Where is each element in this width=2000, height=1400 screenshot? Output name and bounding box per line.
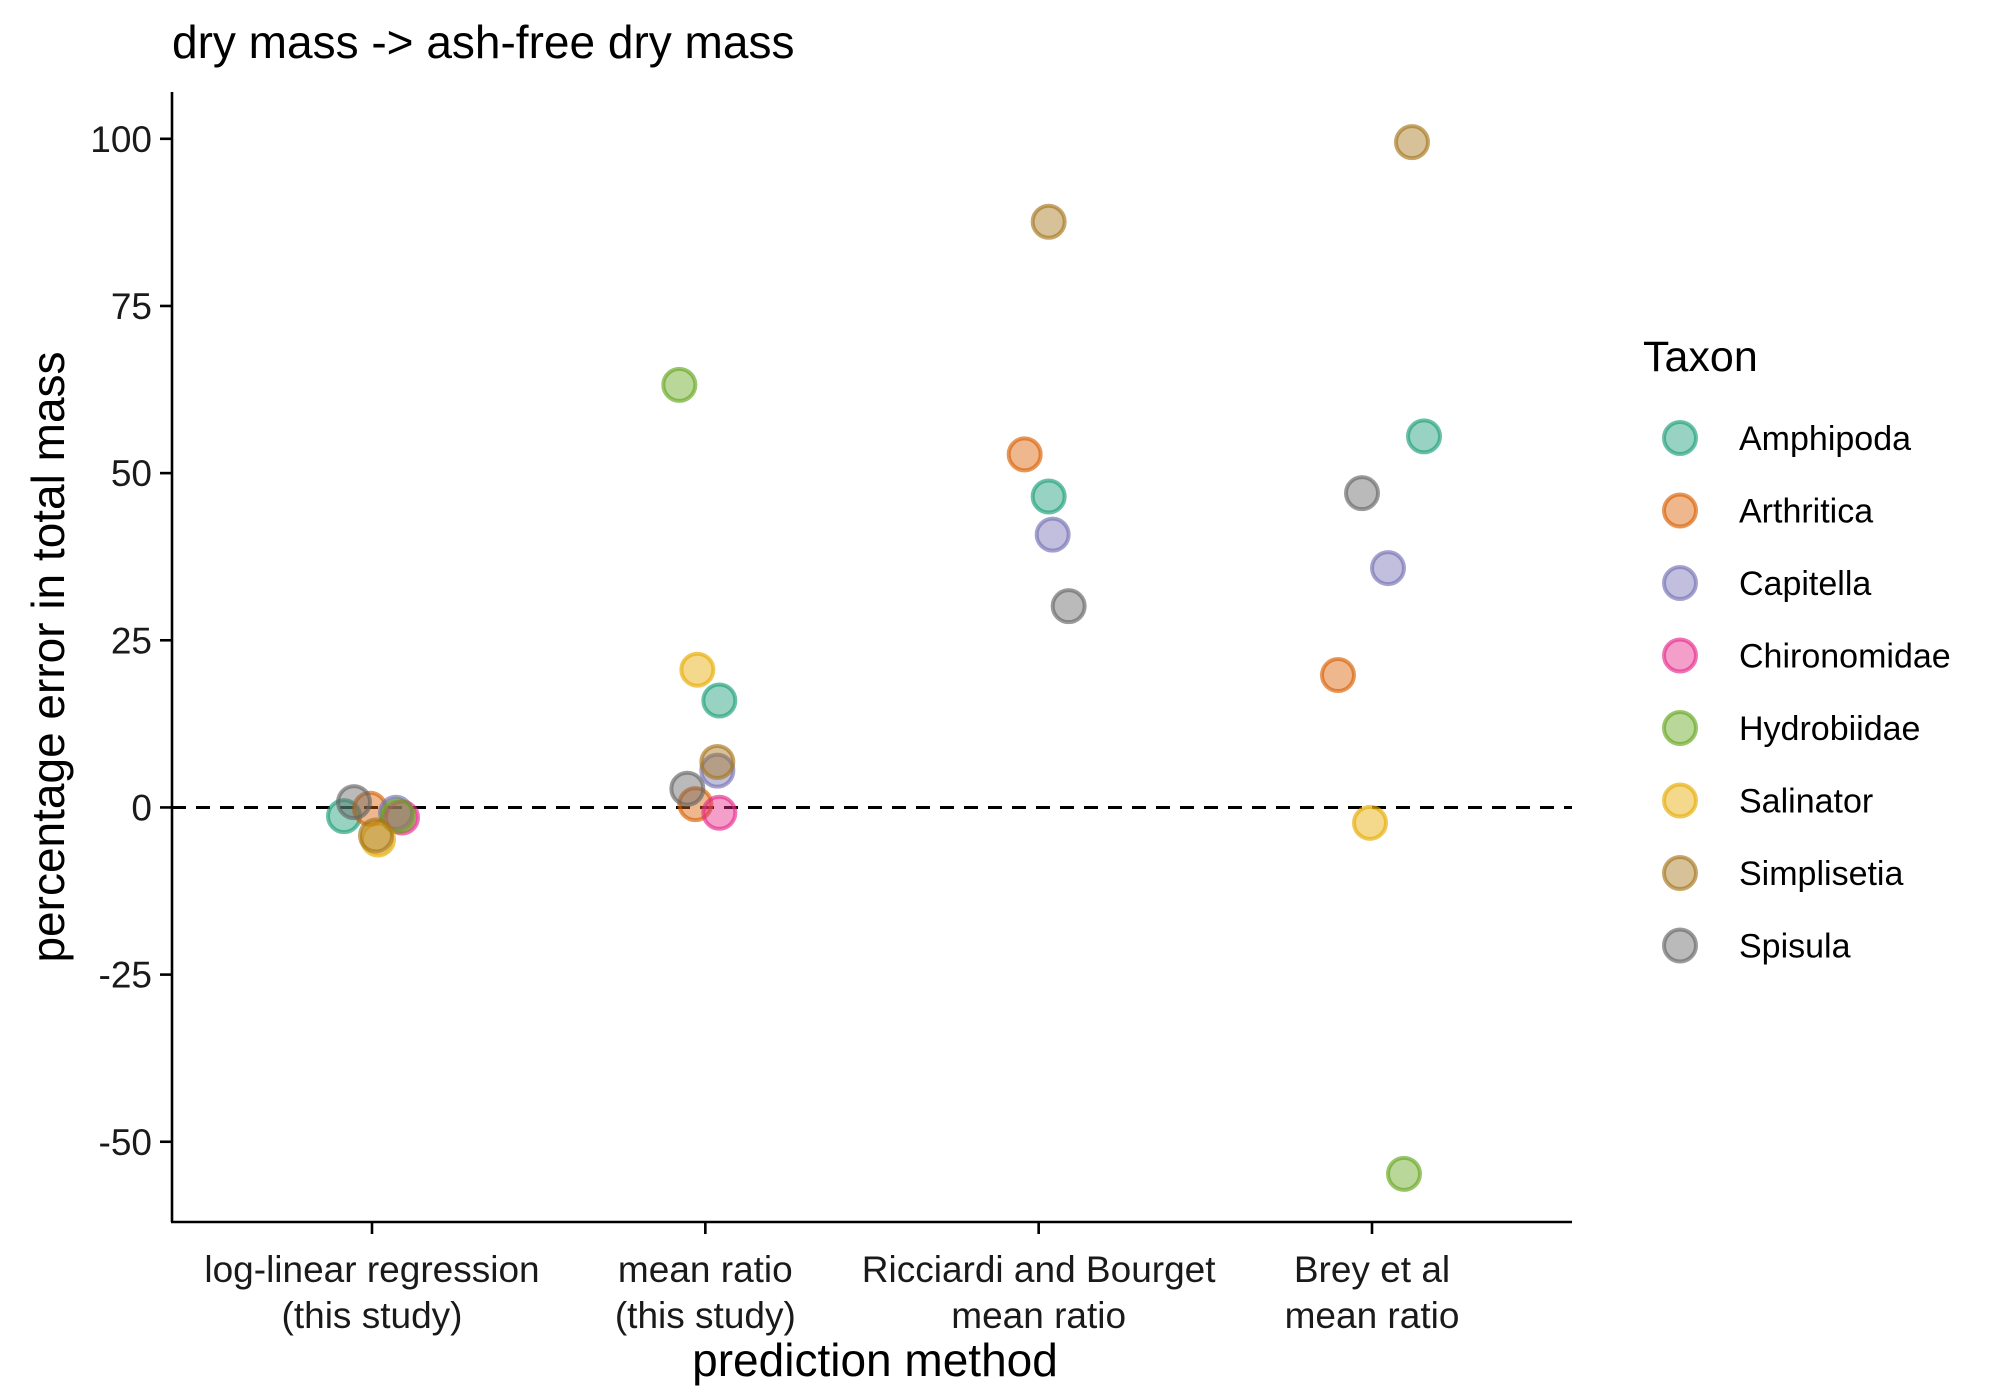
data-point bbox=[1034, 516, 1071, 553]
legend-key bbox=[1662, 782, 1698, 819]
y-tick-label: 25 bbox=[111, 620, 152, 661]
data-point bbox=[1006, 436, 1043, 473]
legend-title: Taxon bbox=[1643, 333, 1758, 381]
x-axis: log-linear regression (this study) mean ra… bbox=[204, 1222, 1459, 1336]
legend-label: Arthritica bbox=[1739, 493, 1873, 531]
legend-key bbox=[1662, 492, 1698, 529]
legend-key bbox=[1662, 420, 1698, 456]
y-axis-title: percentage error in total mass bbox=[22, 351, 74, 962]
legend-key bbox=[1662, 565, 1698, 601]
data-point bbox=[1320, 657, 1356, 694]
data-point bbox=[336, 784, 372, 821]
y-axis: -50 -25 0 25 50 75 100 bbox=[90, 119, 172, 1163]
data-point bbox=[701, 682, 738, 719]
legend-label: Capitella bbox=[1739, 565, 1871, 603]
x-axis-title: prediction method bbox=[692, 1334, 1058, 1386]
data-point bbox=[699, 752, 736, 789]
data-point bbox=[380, 798, 416, 835]
data-point bbox=[1370, 550, 1406, 587]
y-tick-label: 0 bbox=[131, 787, 152, 828]
data-points bbox=[326, 124, 1442, 1192]
x-tick-label: mean ratio bbox=[618, 1249, 793, 1290]
legend: Taxon Amphipoda Arthritica Capitella Chiron… bbox=[1643, 333, 1951, 966]
y-tick-label: -50 bbox=[99, 1122, 152, 1163]
legend-label: Chironomidae bbox=[1739, 638, 1951, 676]
legend-label: Simplisetia bbox=[1739, 855, 1903, 893]
y-tick-label: -25 bbox=[99, 955, 152, 996]
legend-label: Amphipoda bbox=[1739, 420, 1911, 458]
data-point bbox=[701, 794, 738, 831]
x-tick-label: mean ratio bbox=[1285, 1295, 1460, 1336]
legend-label: Spisula bbox=[1739, 928, 1851, 966]
y-tick-label: 75 bbox=[111, 286, 152, 327]
data-point bbox=[1030, 203, 1067, 240]
data-point bbox=[358, 817, 394, 854]
y-tick-label: 100 bbox=[90, 119, 152, 160]
legend-key bbox=[1662, 927, 1698, 964]
legend-label: Hydrobiidae bbox=[1739, 710, 1920, 748]
x-tick-label: (this study) bbox=[282, 1295, 463, 1336]
data-point bbox=[669, 770, 706, 807]
data-point bbox=[661, 366, 698, 403]
legend-key bbox=[1662, 710, 1698, 746]
legend-key bbox=[1662, 855, 1698, 891]
data-point bbox=[679, 651, 716, 688]
legend-items: Amphipoda Arthritica Capitella Chironomidae… bbox=[1662, 420, 1951, 966]
x-tick-label: mean ratio bbox=[951, 1295, 1126, 1336]
data-point bbox=[1406, 418, 1442, 455]
x-tick-label: (this study) bbox=[615, 1295, 796, 1336]
x-tick-label: Brey et al bbox=[1294, 1249, 1450, 1290]
data-point bbox=[1030, 478, 1067, 515]
legend-key bbox=[1662, 637, 1698, 674]
y-tick-label: 50 bbox=[111, 453, 152, 494]
x-tick-label: log-linear regression bbox=[204, 1249, 539, 1290]
data-point bbox=[1344, 475, 1380, 512]
legend-label: Salinator bbox=[1739, 783, 1873, 821]
data-point bbox=[1352, 804, 1388, 841]
x-tick-label: Ricciardi and Bourget bbox=[862, 1249, 1216, 1290]
chart-title: dry mass -> ash-free dry mass bbox=[172, 16, 794, 68]
data-point bbox=[1050, 588, 1087, 625]
data-point bbox=[1394, 124, 1430, 161]
data-point bbox=[699, 743, 736, 780]
data-point bbox=[1386, 1155, 1422, 1192]
